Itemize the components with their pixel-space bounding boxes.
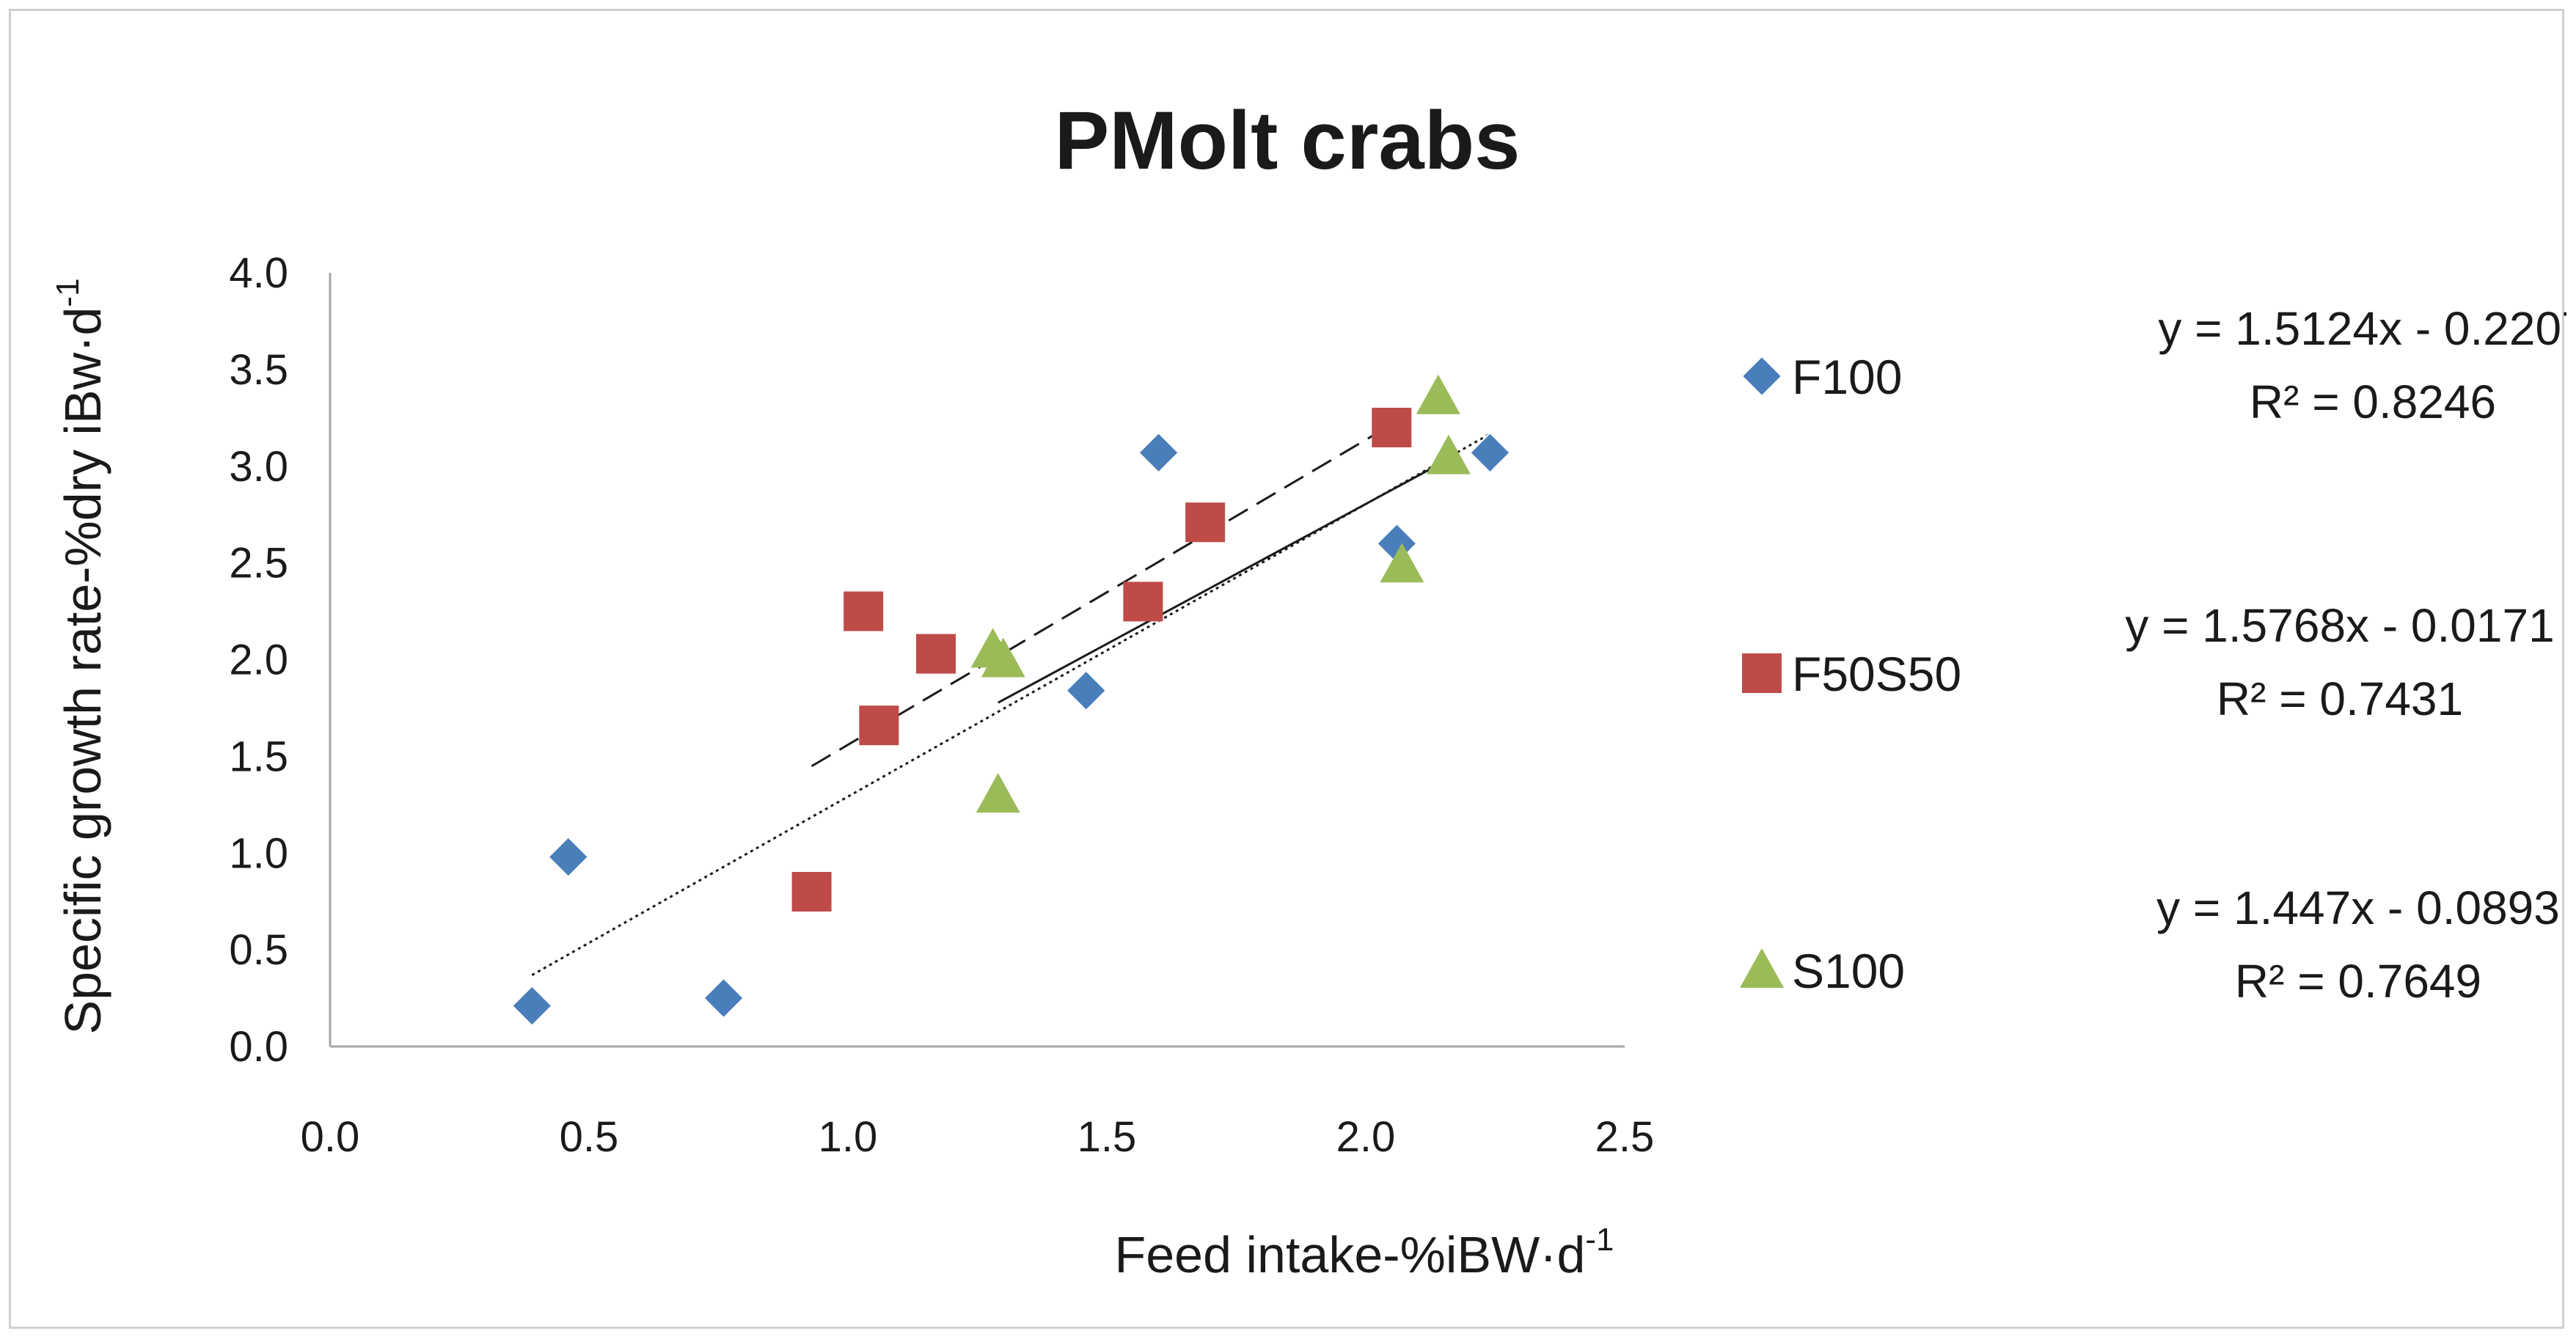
legend-marker-s100 [1740, 948, 1784, 988]
r-squared-f50s50: R² = 0.7431 [2217, 672, 2463, 725]
x-tick-label: 2.5 [1595, 1113, 1655, 1161]
data-point-f50s50 [1123, 582, 1163, 622]
scatter-chart: PMolt crabs 0.0 0.5 1.0 1.5 2.0 2.5 0.0 0.5 1.0… [50, 95, 2566, 1283]
data-point-f100 [547, 836, 590, 878]
y-axis-ticks: 0.0 0.5 1.0 1.5 2.0 2.5 3.0 3.5 4.0 [229, 249, 288, 1071]
data-point-f50s50 [916, 634, 956, 674]
x-tick-label: 1.0 [819, 1113, 878, 1161]
trendline-f100 [531, 433, 1491, 976]
equation-f100: y = 1.5124x - 0.2207 [2158, 302, 2566, 355]
x-axis-title-text: Feed intake-%iBW·d [1114, 1226, 1585, 1283]
r-squared-f100: R² = 0.8246 [2250, 375, 2496, 428]
trendlines [531, 423, 1491, 976]
x-tick-label: 1.5 [1077, 1113, 1137, 1161]
x-axis-ticks: 0.0 0.5 1.0 1.5 2.0 2.5 [301, 1113, 1655, 1161]
trendline-equations: y = 1.5124x - 0.2207 R² = 0.8246 y = 1.576… [2125, 302, 2566, 1008]
legend-label: S100 [1792, 944, 1905, 998]
y-tick-label: 1.5 [229, 733, 288, 780]
data-point-f50s50 [1372, 408, 1412, 447]
data-point-f50s50 [859, 705, 899, 746]
x-tick-label: 2.0 [1336, 1113, 1396, 1161]
data-point-f50s50 [844, 591, 884, 631]
data-point-s100 [1416, 374, 1460, 414]
data-point-f100 [1065, 670, 1108, 712]
legend-label: F50S50 [1792, 647, 1961, 701]
data-point-s100 [1380, 543, 1424, 583]
legend: F100 F50S50 S100 [1740, 350, 1961, 998]
legend-label: F100 [1792, 350, 1902, 404]
data-point-f100 [1469, 431, 1511, 474]
y-axis-title-superscript: -1 [50, 278, 86, 307]
legend-marker-f50s50 [1742, 653, 1782, 693]
y-tick-label: 3.0 [229, 443, 288, 491]
data-point-s100 [1426, 434, 1471, 474]
data-point-f100 [703, 977, 744, 1019]
x-tick-label: 0.5 [560, 1113, 619, 1161]
data-point-f50s50 [791, 872, 832, 912]
y-tick-label: 2.0 [229, 637, 288, 684]
y-axis-title-text: Specific growth rate-%dry iBw·d [54, 307, 111, 1035]
y-tick-label: 4.0 [229, 249, 288, 297]
y-tick-label: 3.5 [229, 346, 288, 394]
legend-item-f50s50[interactable]: F50S50 [1742, 647, 1961, 701]
trendline-f50s50 [811, 423, 1393, 768]
chart-frame: PMolt crabs 0.0 0.5 1.0 1.5 2.0 2.5 0.0 0.5 1.0… [9, 9, 2566, 1329]
x-axis-title: Feed intake-%iBW·d-1 [1114, 1222, 1614, 1283]
data-point-f100 [511, 985, 553, 1027]
data-point-s100 [981, 637, 1025, 678]
equation-f50s50: y = 1.5768x - 0.0171 [2125, 599, 2554, 652]
y-axis-title: Specific growth rate-%dry iBw·d-1 [50, 278, 111, 1034]
x-axis-title-superscript: -1 [1585, 1222, 1614, 1258]
data-point-f100 [1138, 431, 1180, 474]
legend-marker-f100 [1741, 355, 1783, 397]
chart-title: PMolt crabs [1055, 95, 1521, 186]
y-tick-label: 2.5 [229, 540, 288, 587]
y-tick-label: 1.0 [229, 829, 288, 877]
trendline-s100 [998, 458, 1449, 704]
data-point-s100 [976, 773, 1020, 813]
y-tick-label: 0.0 [229, 1023, 288, 1071]
equation-s100: y = 1.447x - 0.0893 [2156, 881, 2560, 934]
data-point-f50s50 [1185, 502, 1226, 543]
data-points [511, 374, 1511, 1027]
y-tick-label: 0.5 [229, 926, 288, 974]
legend-item-f100[interactable]: F100 [1741, 350, 1902, 404]
legend-item-s100[interactable]: S100 [1740, 944, 1905, 998]
r-squared-s100: R² = 0.7649 [2235, 955, 2481, 1008]
x-tick-label: 0.0 [301, 1113, 360, 1161]
plot-area: 0.0 0.5 1.0 1.5 2.0 2.5 0.0 0.5 1.0 1.5 2.0 2.5 3.0… [229, 249, 1654, 1161]
